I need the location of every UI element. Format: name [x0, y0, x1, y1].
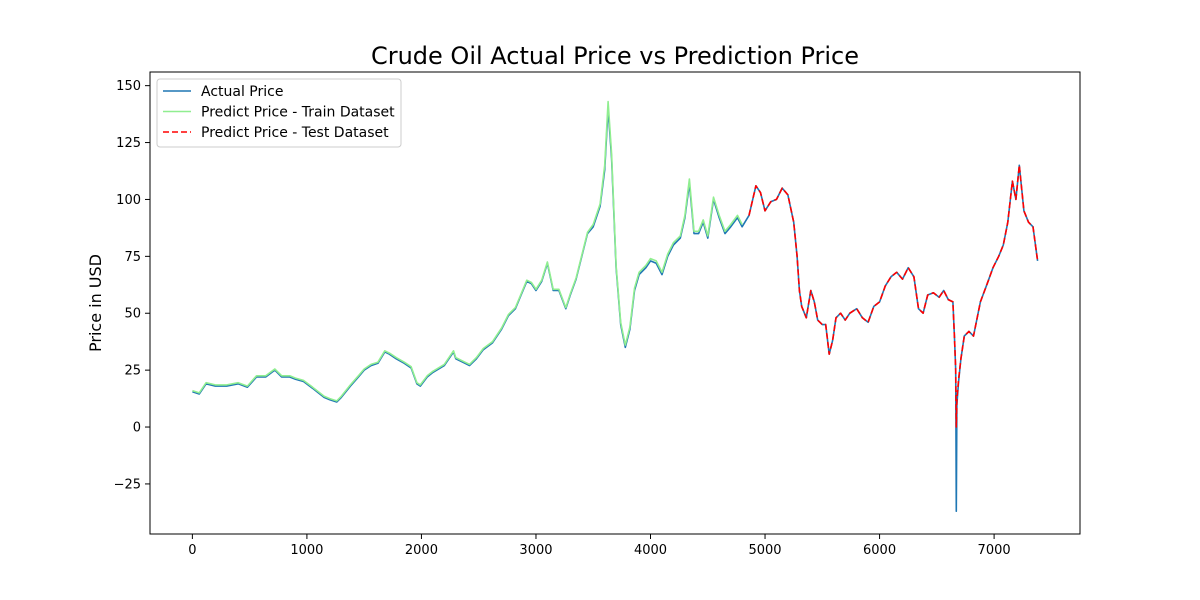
axis-ticks: 0 1000 2000 3000 4000 5000 6000 7000 −25 0 25 50 75 1… — [114, 79, 1011, 558]
x-tick-label: 6000 — [863, 543, 896, 558]
x-tick-label: 4000 — [634, 543, 667, 558]
y-tick-label: 100 — [116, 193, 141, 208]
legend-label-1: Predict Price - Train Dataset — [201, 105, 395, 121]
legend: Actual Price Predict Price - Train Datase… — [156, 78, 402, 148]
x-tick-label: 2000 — [405, 543, 438, 558]
legend-box — [156, 78, 402, 148]
series-line-2 — [748, 164, 1039, 428]
y-tick-label: 75 — [124, 250, 141, 265]
series-line-1 — [192, 100, 743, 402]
y-tick-label: 25 — [124, 364, 141, 379]
y-tick-label: 150 — [116, 79, 141, 94]
y-axis-label: Price in USD — [86, 254, 105, 352]
y-tick-label: −25 — [114, 477, 141, 492]
plot-frame — [149, 71, 1081, 535]
chart-title: Crude Oil Actual Price vs Prediction Pri… — [371, 42, 859, 70]
x-tick-label: 7000 — [978, 543, 1011, 558]
x-tick-label: 5000 — [748, 543, 781, 558]
x-tick-label: 3000 — [519, 543, 552, 558]
plot-area — [192, 100, 1039, 512]
series-line-0 — [192, 107, 1039, 512]
y-tick-label: 50 — [124, 307, 141, 322]
y-tick-label: 0 — [133, 421, 141, 436]
legend-label-2: Predict Price - Test Dataset — [201, 125, 389, 141]
legend-label-0: Actual Price — [201, 84, 283, 100]
x-tick-label: 1000 — [290, 543, 323, 558]
y-tick-label: 125 — [116, 136, 141, 151]
x-tick-label: 0 — [188, 543, 196, 558]
